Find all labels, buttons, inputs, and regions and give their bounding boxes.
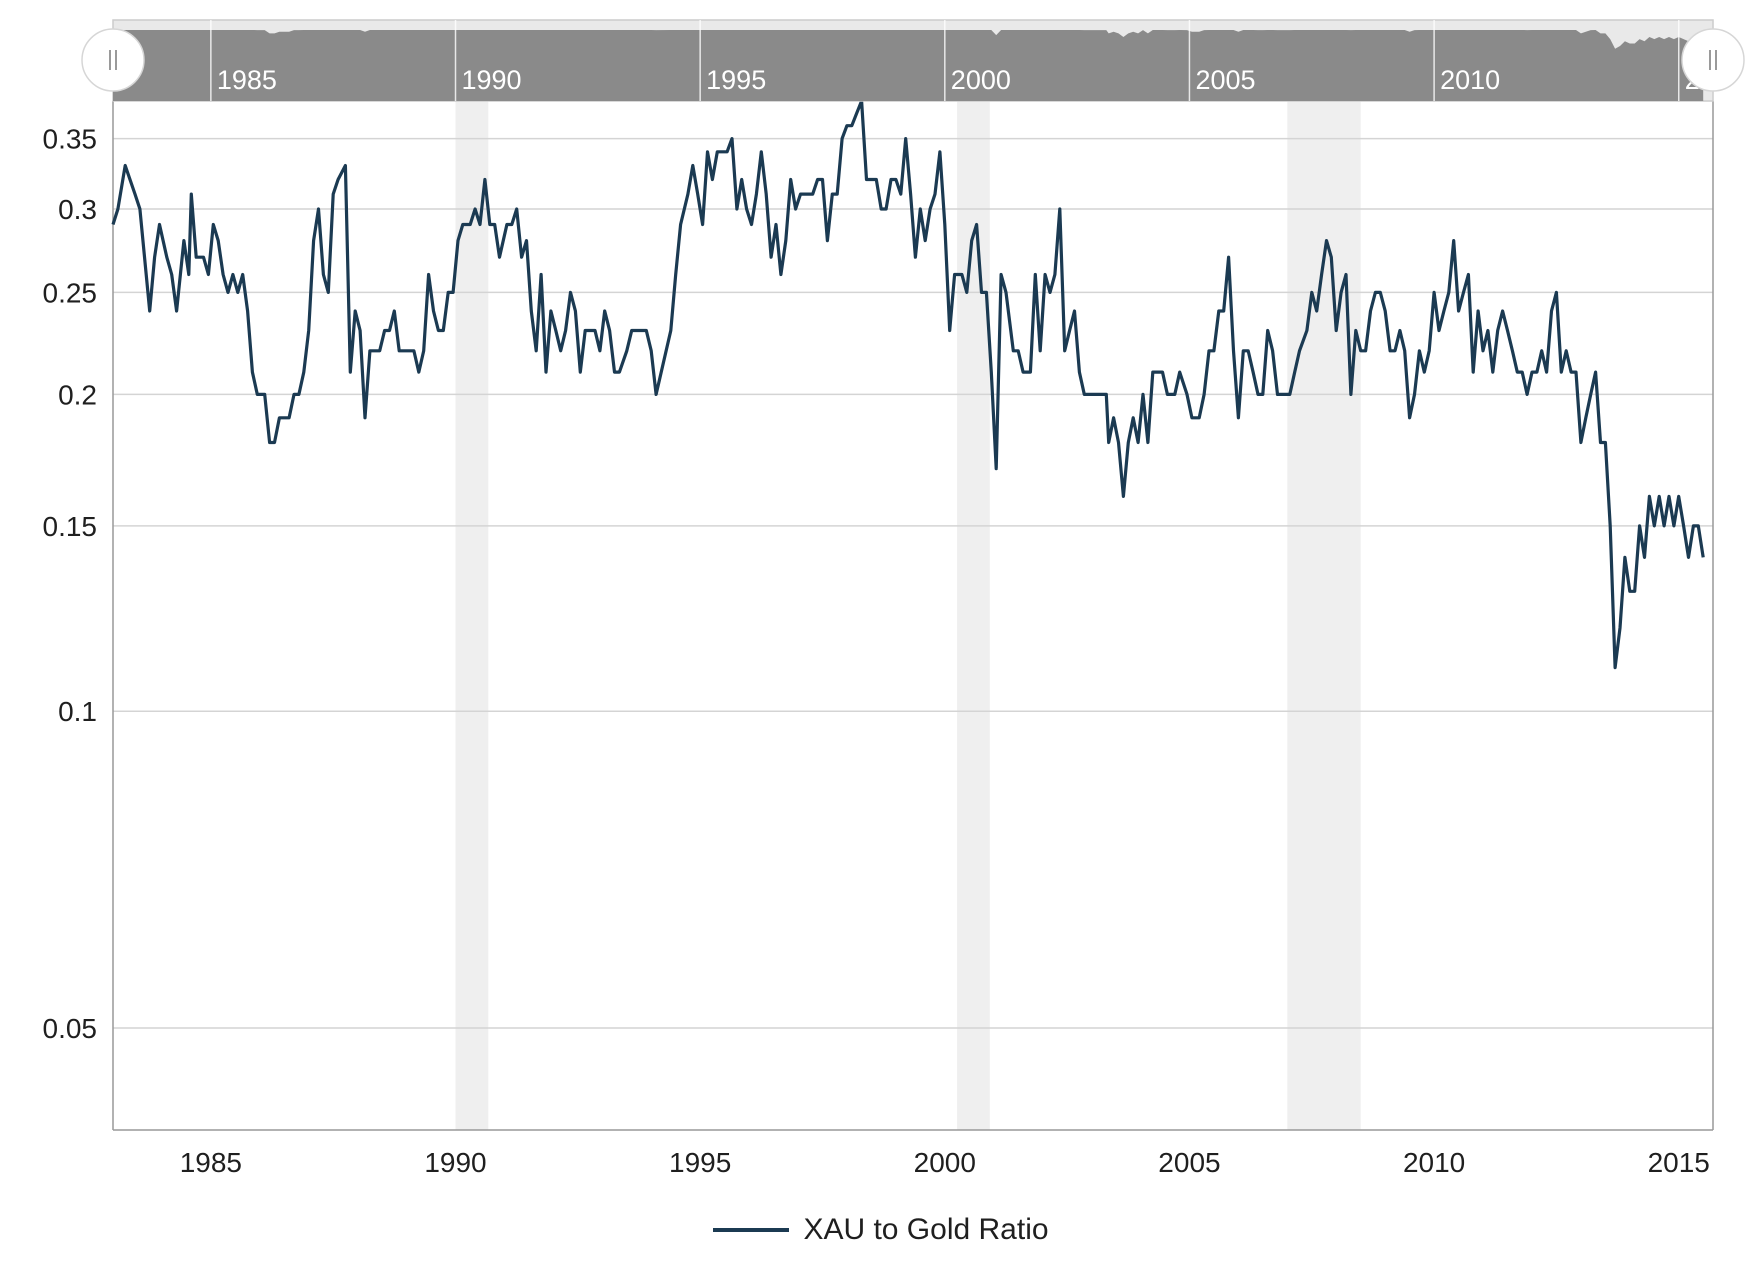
y-tick-label: 0.2	[58, 379, 97, 410]
x-tick-label: 1990	[424, 1147, 486, 1178]
navigator-handle-knob	[81, 28, 145, 92]
right-handle-grip-icon	[1709, 50, 1717, 70]
navigator-tick-label: 1990	[462, 65, 522, 95]
y-tick-label: 0.25	[43, 277, 98, 308]
recession-band	[1287, 101, 1361, 1130]
navigator-right-handle[interactable]	[1681, 28, 1745, 92]
navigator-tick-label: 1985	[217, 65, 277, 95]
navigator-handle-knob	[1681, 28, 1745, 92]
legend-label: XAU to Gold Ratio	[803, 1213, 1049, 1246]
navigator-tick-label: 2005	[1195, 65, 1255, 95]
x-tick-label: 1995	[669, 1147, 731, 1178]
legend[interactable]: XAU to Gold Ratio	[0, 1205, 1762, 1255]
x-tick-label: 2005	[1158, 1147, 1220, 1178]
recession-band	[455, 101, 489, 1130]
navigator-tick-label: 2010	[1440, 65, 1500, 95]
y-tick-label: 0.3	[58, 194, 97, 225]
navigator-series-area	[113, 30, 1704, 101]
series-line-xau-gold-ratio	[111, 99, 1705, 670]
navigator-tick-label: 2000	[951, 65, 1011, 95]
left-handle-grip-icon	[109, 50, 117, 70]
x-tick-label: 2015	[1648, 1147, 1710, 1178]
navigator-tick-label: 1995	[706, 65, 766, 95]
x-tick-label: 2000	[914, 1147, 976, 1178]
recession-band	[957, 101, 990, 1130]
legend-swatch	[713, 1228, 790, 1232]
y-tick-label: 0.1	[58, 696, 97, 727]
y-tick-label: 0.35	[43, 124, 98, 155]
y-tick-label: 0.15	[43, 511, 98, 542]
x-tick-label: 1985	[180, 1147, 242, 1178]
y-tick-label: 0.05	[43, 1013, 98, 1044]
navigator-left-handle[interactable]	[81, 28, 145, 92]
x-tick-label: 2010	[1403, 1147, 1465, 1178]
